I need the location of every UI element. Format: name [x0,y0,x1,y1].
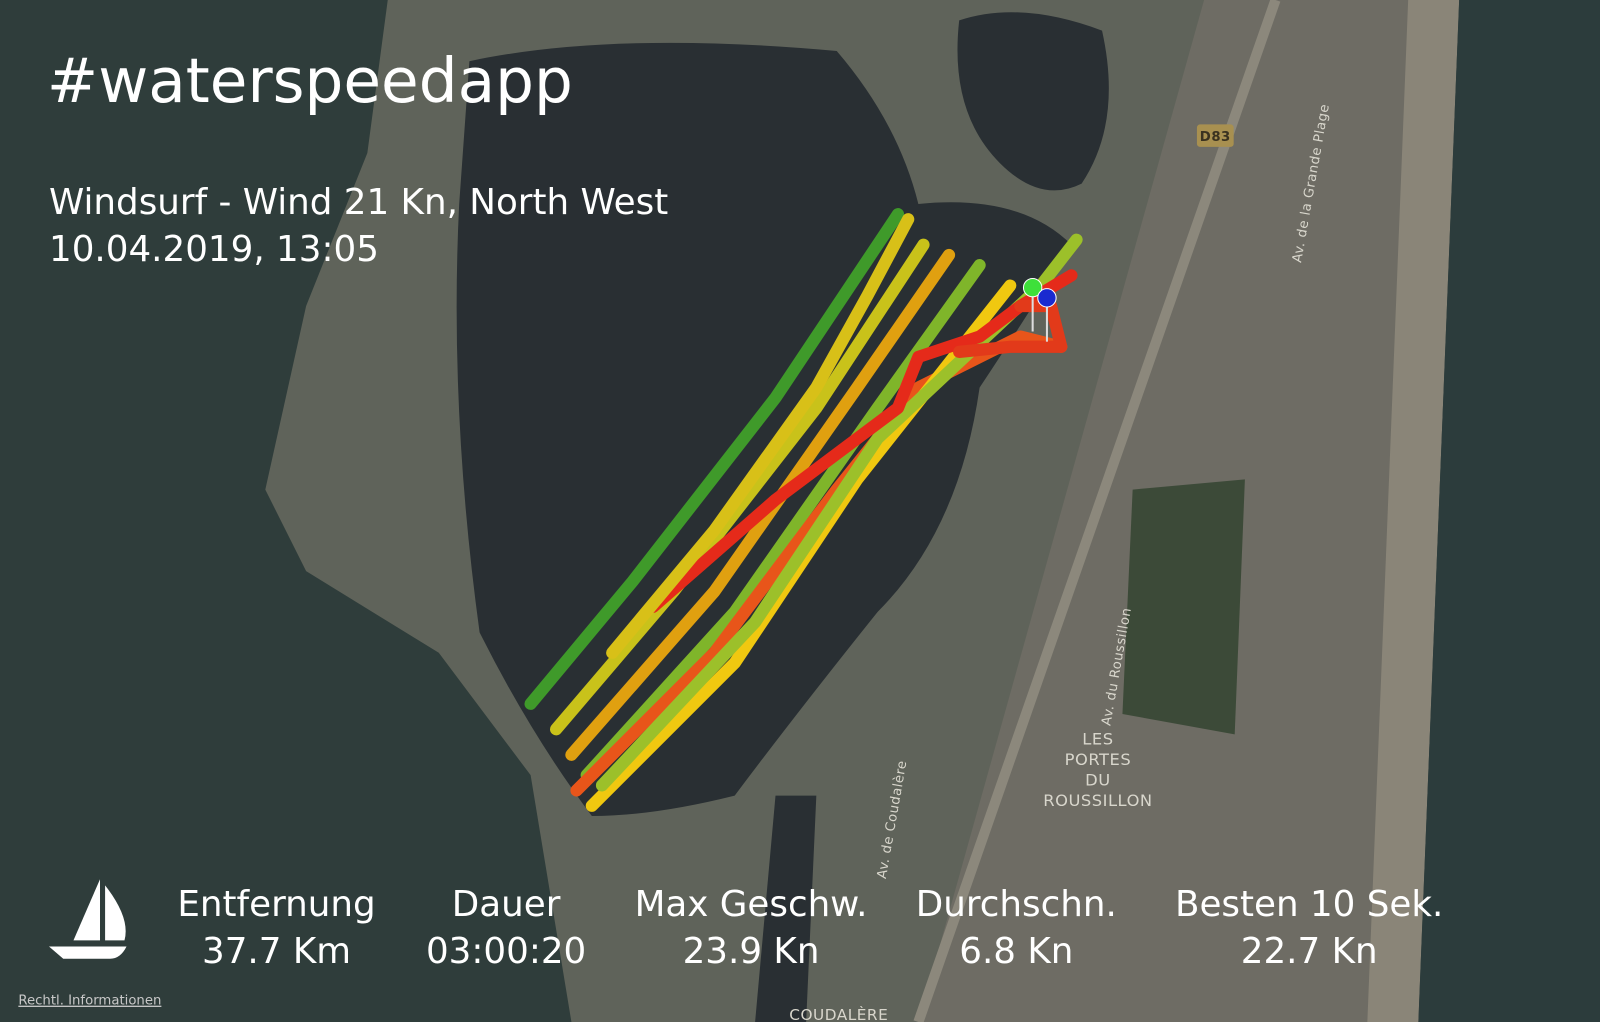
track-line [580,259,986,782]
stat-value: 37.7 Km [202,931,351,972]
stat-value: 6.8 Kn [959,931,1073,972]
place-label-line: LES [1082,730,1113,749]
road-badge [1196,124,1234,147]
title: #waterspeedapp [47,46,573,117]
stat-label: Dauer [452,884,561,925]
legal-link[interactable]: Rechtl. Informationen [18,994,161,1009]
stat-value: 03:00:20 [426,931,586,972]
channel [755,795,817,1022]
stat-label: Besten 10 Sek. [1175,884,1443,925]
activity: Windsurf - Wind 21 Kn, North West [49,182,668,223]
place-label-line: DU [1085,770,1111,789]
place-label: COUDALÈRE [789,1005,888,1022]
stats: Entfernung 37.7 Km Dauer 03:00:20 Max Geschw… [177,884,1443,972]
lagoon [456,42,1072,816]
road [913,0,1281,1022]
stat-value: 23.9 Kn [683,931,820,972]
stat-label: Entfernung [177,884,375,925]
forest [1122,479,1245,735]
stat-value: 22.7 Kn [1241,931,1378,972]
harbour [957,12,1109,191]
place-label-line: PORTES [1065,750,1132,769]
track [524,208,1083,812]
track-line [595,233,1083,792]
sea-east [1418,0,1600,1022]
place-label-line: ROUSSILLON [1043,791,1152,810]
datetime: 10.04.2019, 13:05 [49,229,379,270]
track-line [953,299,1068,359]
stat-label: Max Geschw. [635,884,868,925]
end-pin [1037,288,1057,308]
beach [1367,0,1460,1022]
track-line [606,213,915,659]
start-pin [1022,277,1043,298]
road-label: D83 [1200,130,1231,145]
stat-label: Durchschn. [916,884,1117,925]
track-line [524,208,905,710]
track-line [550,238,930,736]
